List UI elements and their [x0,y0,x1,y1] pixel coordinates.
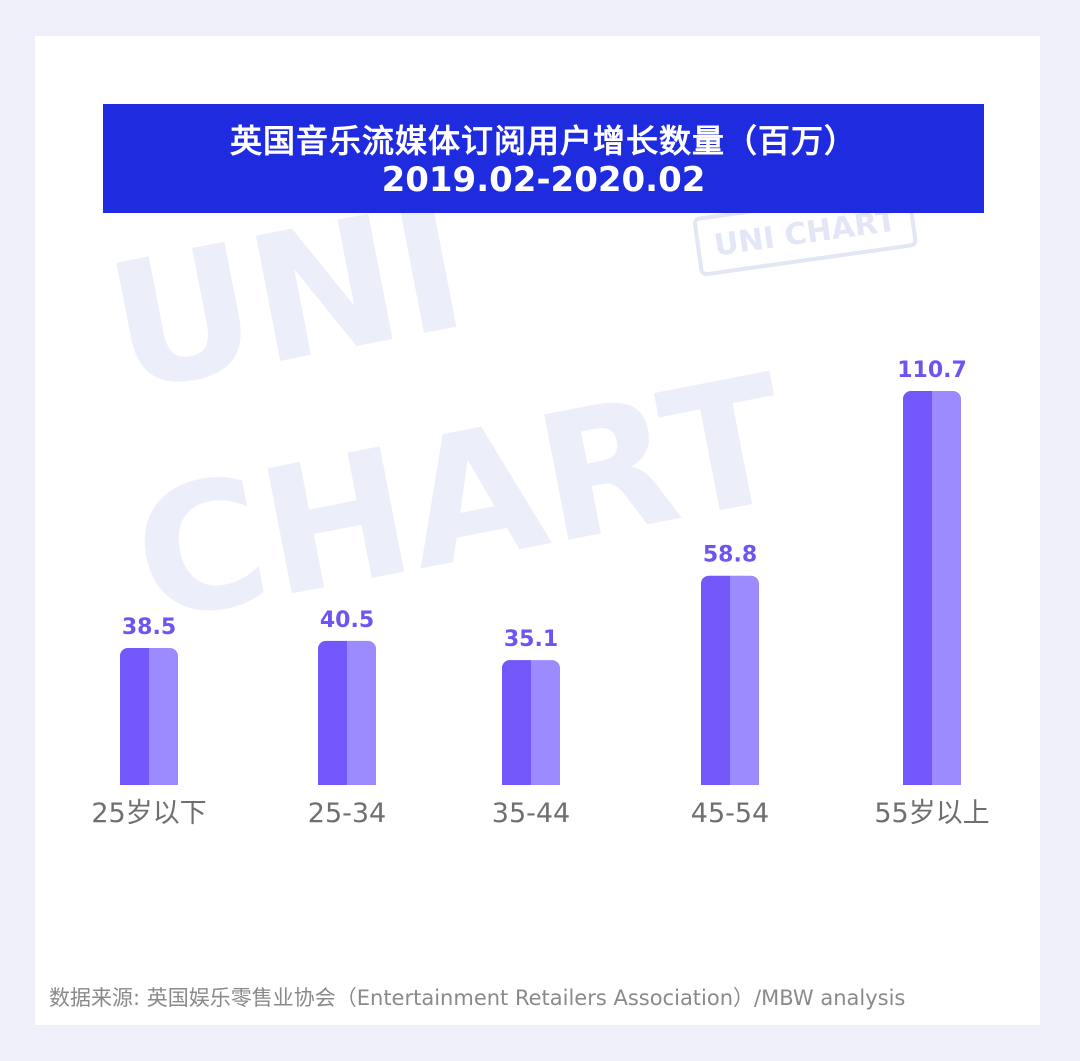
bar [901,391,963,797]
data-label: 58.8 [703,543,757,568]
data-label: 38.5 [122,615,176,640]
source-note: 数据来源: 英国娱乐零售业协会（Entertainment Retailers … [49,986,906,1010]
category-label: 55岁以上 [874,798,989,829]
category-label: 35-44 [492,798,570,829]
bar-baseline-mask [699,785,761,797]
bar-baseline-mask [500,785,562,797]
bar-baseline-mask [316,785,378,797]
data-label: 110.7 [897,358,967,383]
data-label: 40.5 [320,608,374,633]
bar-dark-half [903,391,932,793]
bar-dark-half [701,575,730,793]
bar-baseline-mask [118,785,180,797]
data-label: 35.1 [504,627,558,652]
title-banner: 英国音乐流媒体订阅用户增长数量（百万） 2019.02-2020.02 [103,104,984,213]
bar-chart: 38.5 25岁以下 40.5 25-34 35.1 35-44 58.8 45-54 110.… [91,358,989,829]
bar [500,660,562,797]
bar [118,647,180,797]
chart-card: UNI CHART UNI CHART 英国音乐流媒体订阅用户增长数量（百万） … [35,36,1040,1025]
bar [699,575,761,797]
bar-dark-half [120,647,149,793]
category-label: 25-34 [308,798,386,829]
category-label: 25岁以下 [91,798,206,829]
bar-dark-half [318,640,347,793]
bar-dark-half [502,660,531,793]
chart-subtitle: 2019.02-2020.02 [381,160,706,200]
category-label: 45-54 [691,798,769,829]
bar-baseline-mask [901,785,963,797]
chart-title: 英国音乐流媒体订阅用户增长数量（百万） [229,122,857,160]
bar [316,640,378,797]
